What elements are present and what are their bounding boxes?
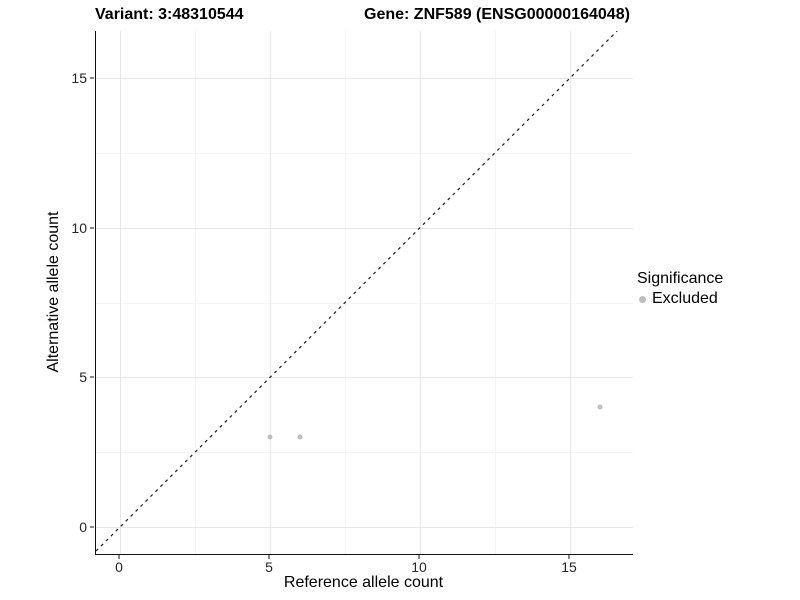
y-tick-mark: [90, 227, 94, 229]
identity-line: [96, 31, 618, 552]
gridline-x-major: [270, 31, 271, 554]
legend: Significance Excluded: [637, 270, 723, 308]
gridline-y-minor: [96, 152, 633, 154]
y-tick-mark: [90, 526, 94, 528]
gridline-y-minor: [96, 452, 633, 454]
gridline-x-minor: [495, 31, 496, 554]
legend-item-label: Excluded: [652, 290, 718, 307]
gridline-y-major: [96, 527, 633, 529]
gridline-x-minor: [345, 31, 346, 554]
x-axis: 0 5 10 15: [95, 555, 632, 579]
legend-point-icon: [639, 295, 646, 303]
plot-title-gene: Gene: ZNF589 (ENSG00000164048): [364, 6, 630, 23]
legend-title: Significance: [637, 270, 724, 287]
gridline-x-minor: [195, 31, 196, 554]
gridline-x-major: [570, 31, 571, 554]
x-tick-label: 5: [265, 559, 273, 575]
y-tick-label: 5: [79, 369, 87, 386]
plot-title-variant: Variant: 3:48310544: [95, 6, 244, 23]
x-tick-mark: [418, 555, 420, 559]
plot-panel: [95, 31, 633, 555]
x-axis-title: Reference allele count: [283, 574, 444, 591]
x-tick-mark: [268, 555, 270, 559]
y-tick-mark: [90, 376, 94, 378]
y-axis: 0 5 10 15: [0, 31, 94, 554]
x-tick-mark: [118, 555, 120, 559]
x-tick-label: 0: [115, 559, 123, 575]
legend-item-excluded: Excluded: [637, 290, 723, 308]
y-tick-label: 0: [79, 519, 87, 536]
y-tick-mark: [90, 77, 94, 79]
x-tick-label: 15: [561, 559, 577, 575]
gridline-y-major: [96, 78, 633, 79]
gridline-y-minor: [96, 302, 633, 304]
gridline-x-major: [420, 31, 421, 554]
y-tick-label: 15: [71, 70, 87, 86]
gridline-y-major: [96, 227, 633, 229]
gridline-y-major: [96, 377, 633, 379]
data-point: [267, 434, 273, 440]
gridline-x-major: [120, 31, 121, 554]
x-tick-label: 10: [411, 559, 427, 575]
data-point: [297, 434, 303, 440]
x-tick-mark: [568, 555, 570, 559]
y-tick-label: 10: [71, 219, 87, 236]
data-point: [597, 404, 603, 410]
